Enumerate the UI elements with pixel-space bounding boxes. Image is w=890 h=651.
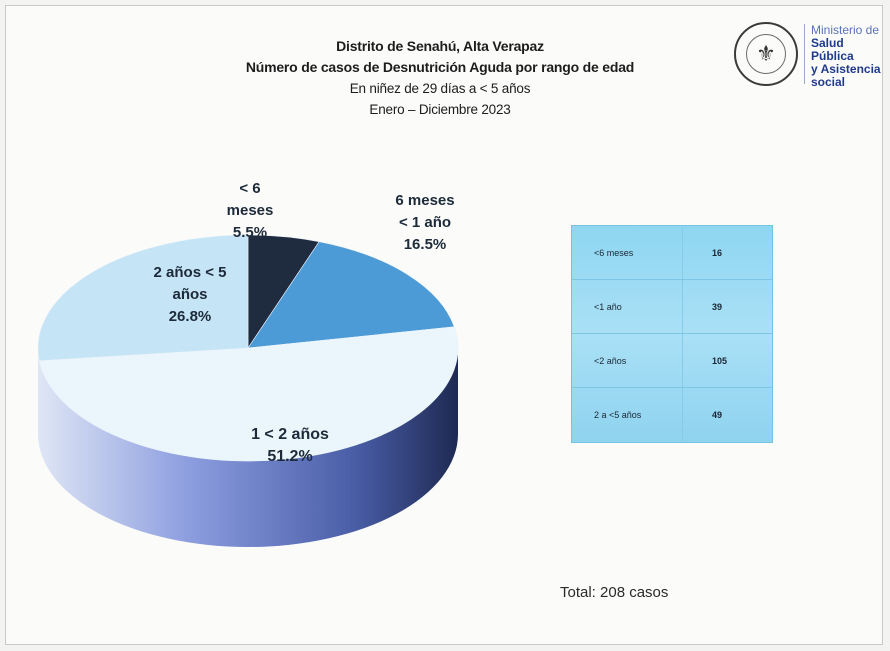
table-row: <2 años 105: [572, 334, 772, 388]
logo-divider: [804, 24, 805, 84]
guatemala-seal-icon: ⚜: [734, 22, 798, 86]
subtitle-period: Enero – Diciembre 2023: [369, 102, 511, 117]
cases-table: <6 meses 16 <1 año 39 <2 años 105 2 a <5…: [571, 225, 773, 443]
label-6m-1y: 6 meses < 1 año 16.5%: [395, 192, 455, 253]
total-cases: Total: 208 casos: [560, 584, 669, 601]
label-under-6m: < 6 meses 5.5%: [226, 180, 274, 241]
table-row: <1 año 39: [572, 280, 772, 334]
label-1y-2y: 1 < 2 años 51.2%: [251, 426, 329, 465]
chart-header: Distrito de Senahú, Alta Verapaz Número …: [160, 36, 720, 120]
title-main: Número de casos de Desnutrición Aguda po…: [245, 59, 635, 75]
table-column-divider: [682, 226, 683, 442]
subtitle-population: En niñez de 29 días a < 5 años: [349, 81, 531, 96]
table-row: 2 a <5 años 49: [594, 410, 723, 420]
ministry-name: Ministerio de Salud Pública y Asistencia…: [811, 23, 881, 89]
label-2y-5y: 2 años < 5 años 26.8%: [153, 264, 227, 325]
table-row: <6 meses 16: [572, 226, 772, 280]
pie-depth: [38, 348, 458, 547]
pie-slice-2: [247, 241, 455, 349]
pie-slice-4: [37, 234, 249, 362]
ministry-logo: ⚜ Ministerio de Salud Pública y Asistenc…: [724, 18, 889, 98]
pie-slice-3: [38, 326, 459, 462]
title-district: Distrito de Senahú, Alta Verapaz: [336, 38, 544, 54]
